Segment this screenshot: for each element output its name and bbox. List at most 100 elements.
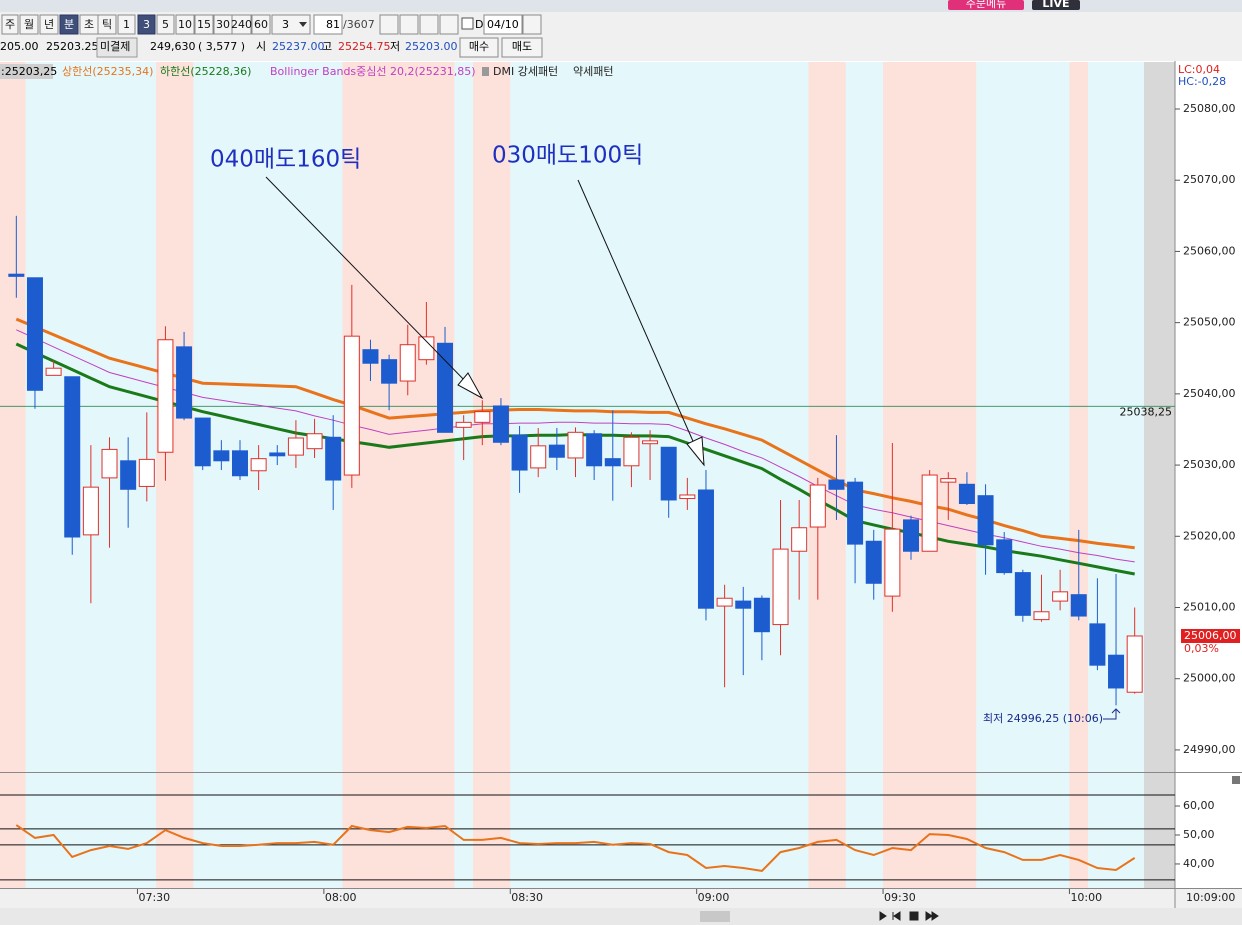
count-select[interactable] bbox=[271, 14, 311, 35]
toolbar-button[interactable] bbox=[59, 14, 79, 35]
candle-body bbox=[511, 434, 528, 471]
candle-body bbox=[269, 452, 286, 457]
weak-band bbox=[603, 773, 623, 888]
plot-layer: 24990,00 25000,00 25010,00 25020,00 25030,00… bbox=[0, 102, 1236, 904]
strong-band bbox=[174, 773, 194, 888]
candle-body bbox=[753, 597, 770, 633]
weak-band bbox=[100, 62, 120, 772]
toolbar-button-label: 240 bbox=[231, 18, 252, 31]
weak-band bbox=[584, 773, 604, 888]
strong-band bbox=[361, 62, 381, 772]
candle-body bbox=[157, 339, 174, 453]
tool-icon[interactable] bbox=[399, 14, 419, 35]
toolbar-button-label: 30 bbox=[216, 18, 230, 31]
arrow-head bbox=[686, 436, 705, 467]
weak-band bbox=[640, 773, 660, 888]
weak-band bbox=[1013, 62, 1033, 772]
annotation: 040매도160틱 bbox=[210, 147, 361, 173]
weak-band bbox=[994, 773, 1014, 888]
tool-icon[interactable] bbox=[379, 14, 399, 35]
open-label: 시 bbox=[256, 40, 266, 53]
candle-body bbox=[660, 446, 677, 501]
low-note: 최저 24996,25 (10:06) bbox=[983, 712, 1103, 725]
scroll-bar[interactable] bbox=[0, 908, 1242, 925]
weak-band bbox=[752, 62, 772, 772]
candle-body bbox=[120, 460, 137, 490]
weak-band bbox=[696, 773, 716, 888]
toolbar-button[interactable] bbox=[117, 14, 136, 35]
weak-band bbox=[845, 773, 865, 888]
weak-band bbox=[230, 62, 250, 772]
save-icon[interactable] bbox=[419, 14, 439, 35]
weak-band bbox=[1106, 773, 1126, 888]
toolbar-button[interactable] bbox=[156, 14, 175, 35]
scroll-controls[interactable] bbox=[879, 911, 939, 921]
strong-band bbox=[827, 62, 847, 772]
buy-button[interactable] bbox=[459, 37, 499, 58]
candle-body bbox=[1014, 572, 1031, 616]
toolbar-button-label: 틱 bbox=[102, 18, 112, 31]
weak-band bbox=[230, 773, 250, 888]
candle-body bbox=[45, 367, 62, 376]
weak-band bbox=[566, 773, 586, 888]
calendar-icon[interactable] bbox=[522, 14, 542, 35]
panel-button[interactable] bbox=[1232, 776, 1240, 784]
sell-button[interactable] bbox=[501, 37, 543, 58]
weak-band bbox=[845, 62, 865, 772]
candle-body bbox=[604, 458, 621, 467]
candle-body bbox=[884, 528, 901, 597]
weak-band bbox=[566, 62, 586, 772]
toolbar-button[interactable] bbox=[19, 14, 39, 35]
current-time: 10:09:00 bbox=[1186, 891, 1235, 904]
strong-band bbox=[1069, 62, 1089, 772]
weak-band bbox=[100, 773, 120, 888]
series-line bbox=[15, 824, 1136, 872]
weak-band bbox=[752, 773, 772, 888]
toolbar-button[interactable] bbox=[231, 14, 252, 35]
candle-body bbox=[343, 335, 360, 476]
y-tick-label: 25030,00 bbox=[1183, 458, 1236, 471]
legend-lead-box bbox=[0, 64, 53, 79]
y-tick-label: 50,00 bbox=[1183, 828, 1215, 841]
weak-band bbox=[1125, 773, 1145, 888]
toolbar-button[interactable] bbox=[175, 14, 195, 35]
annotation-arrow bbox=[577, 179, 697, 449]
series-line bbox=[16, 329, 1135, 563]
candle-body bbox=[716, 597, 733, 607]
toolbar-button[interactable] bbox=[39, 14, 59, 35]
weak-band bbox=[510, 773, 530, 888]
settings-icon[interactable] bbox=[439, 14, 459, 35]
toolbar-button[interactable] bbox=[97, 14, 117, 35]
oi-box bbox=[96, 37, 138, 58]
order-menu-button[interactable] bbox=[948, 0, 1024, 10]
scroll-thumb[interactable] bbox=[700, 911, 730, 922]
toolbar-button[interactable] bbox=[137, 14, 156, 35]
candle-body bbox=[530, 445, 547, 469]
live-button[interactable] bbox=[1032, 0, 1080, 10]
strong-band bbox=[938, 62, 958, 772]
candle-body bbox=[26, 277, 43, 391]
hc-label: HC:-0,28 bbox=[1178, 75, 1226, 88]
overlay-layer: :25203,25 LC:0,04 HC:-0,28 040매도160틱 030… bbox=[0, 63, 1240, 725]
quote-prev: 205.00 bbox=[0, 40, 39, 53]
y-tick-label: 25040,00 bbox=[1183, 387, 1236, 400]
toolbar-button[interactable] bbox=[1, 14, 19, 35]
toolbar-button[interactable] bbox=[251, 14, 271, 35]
candle-body bbox=[1052, 591, 1069, 602]
legend-entry: DMI 강세패턴 bbox=[493, 65, 558, 78]
high: 25254.75 bbox=[338, 40, 391, 53]
bars-input[interactable] bbox=[313, 14, 343, 35]
y-tick-label: 25080,00 bbox=[1183, 102, 1236, 115]
toolbar-button[interactable] bbox=[194, 14, 214, 35]
strong-band bbox=[901, 62, 921, 772]
y-tick-label: 25070,00 bbox=[1183, 173, 1236, 186]
x-tick-label: 09:00 bbox=[698, 891, 730, 904]
weak-band bbox=[771, 773, 791, 888]
legend-entry: 상한선(25235,34) bbox=[62, 65, 153, 78]
candle-body bbox=[418, 336, 435, 361]
checkbox[interactable] bbox=[461, 17, 474, 30]
future-zone bbox=[1144, 62, 1175, 772]
date-input[interactable] bbox=[483, 14, 523, 35]
date: 04/10 bbox=[487, 18, 519, 31]
weak-band bbox=[1125, 62, 1145, 772]
